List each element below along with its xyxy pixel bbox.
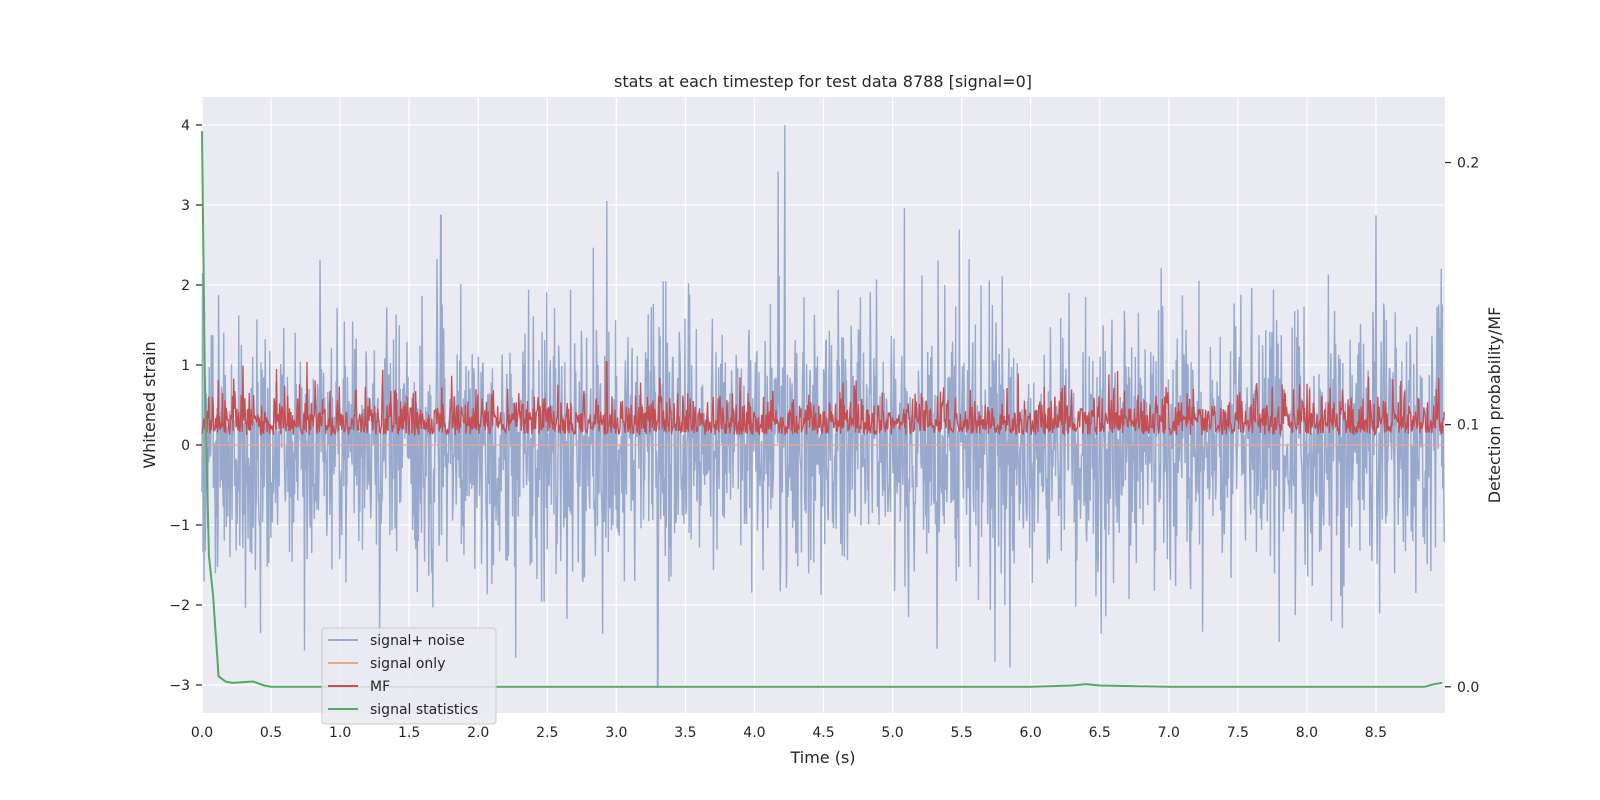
x-tick-label: 1.5 [398,725,420,741]
x-tick-label: 5.0 [881,725,903,741]
y-tick-label: 3 [181,198,190,214]
x-tick-label: 6.0 [1020,725,1042,741]
x-tick-label: 2.0 [467,725,489,741]
x-tick-label: 2.5 [536,725,558,741]
x-tick-label: 7.0 [1158,725,1180,741]
legend-label: signal+ noise [370,633,465,649]
y2-axis-label: Detection probability/MF [1485,307,1504,504]
legend-label: signal only [370,656,445,672]
y2-tick-label: 0.1 [1457,418,1479,434]
legend-label: signal statistics [370,702,478,718]
series-signal-noise [201,124,1446,689]
y2-axis: 0.0 0.1 0.2 [1445,156,1479,696]
series-mf [201,361,1445,438]
x-tick-label: 0.5 [260,725,282,741]
legend-box [321,627,497,725]
y-tick-label: 4 [181,118,190,134]
legend-label: MF [370,679,390,695]
x-tick-label: 5.5 [950,725,972,741]
y-tick-label: −3 [169,678,190,694]
x-tick-label: 6.5 [1089,725,1111,741]
y-tick-label: 0 [181,438,190,454]
x-axis: 0.0 0.5 1.0 1.5 2.0 2.5 3.0 3.5 4.0 4.5 5.0 5.5 6.0 6… [191,725,1387,741]
x-tick-label: 3.0 [605,725,627,741]
x-tick-label: 4.0 [743,725,765,741]
x-tick-label: 8.5 [1365,725,1387,741]
x-tick-label: 3.5 [674,725,696,741]
y-tick-label: −1 [169,518,190,534]
y-axis: −3 −2 −1 0 1 2 3 4 [169,118,202,694]
y-axis-label: Whitened strain [140,341,159,468]
y-tick-label: 1 [181,358,190,374]
chart-title: stats at each timestep for test data 878… [614,72,1032,91]
x-axis-label: Time (s) [789,748,855,767]
x-tick-label: 8.0 [1296,725,1318,741]
x-tick-label: 0.0 [191,725,213,741]
y2-tick-label: 0.0 [1457,680,1479,696]
x-tick-label: 7.5 [1227,725,1249,741]
y-tick-label: −2 [169,598,190,614]
y-tick-label: 2 [181,278,190,294]
y2-tick-label: 0.2 [1457,156,1479,172]
x-tick-label: 4.5 [812,725,834,741]
x-tick-label: 1.0 [329,725,351,741]
legend: signal+ noise signal only MF signal statist… [321,627,497,725]
